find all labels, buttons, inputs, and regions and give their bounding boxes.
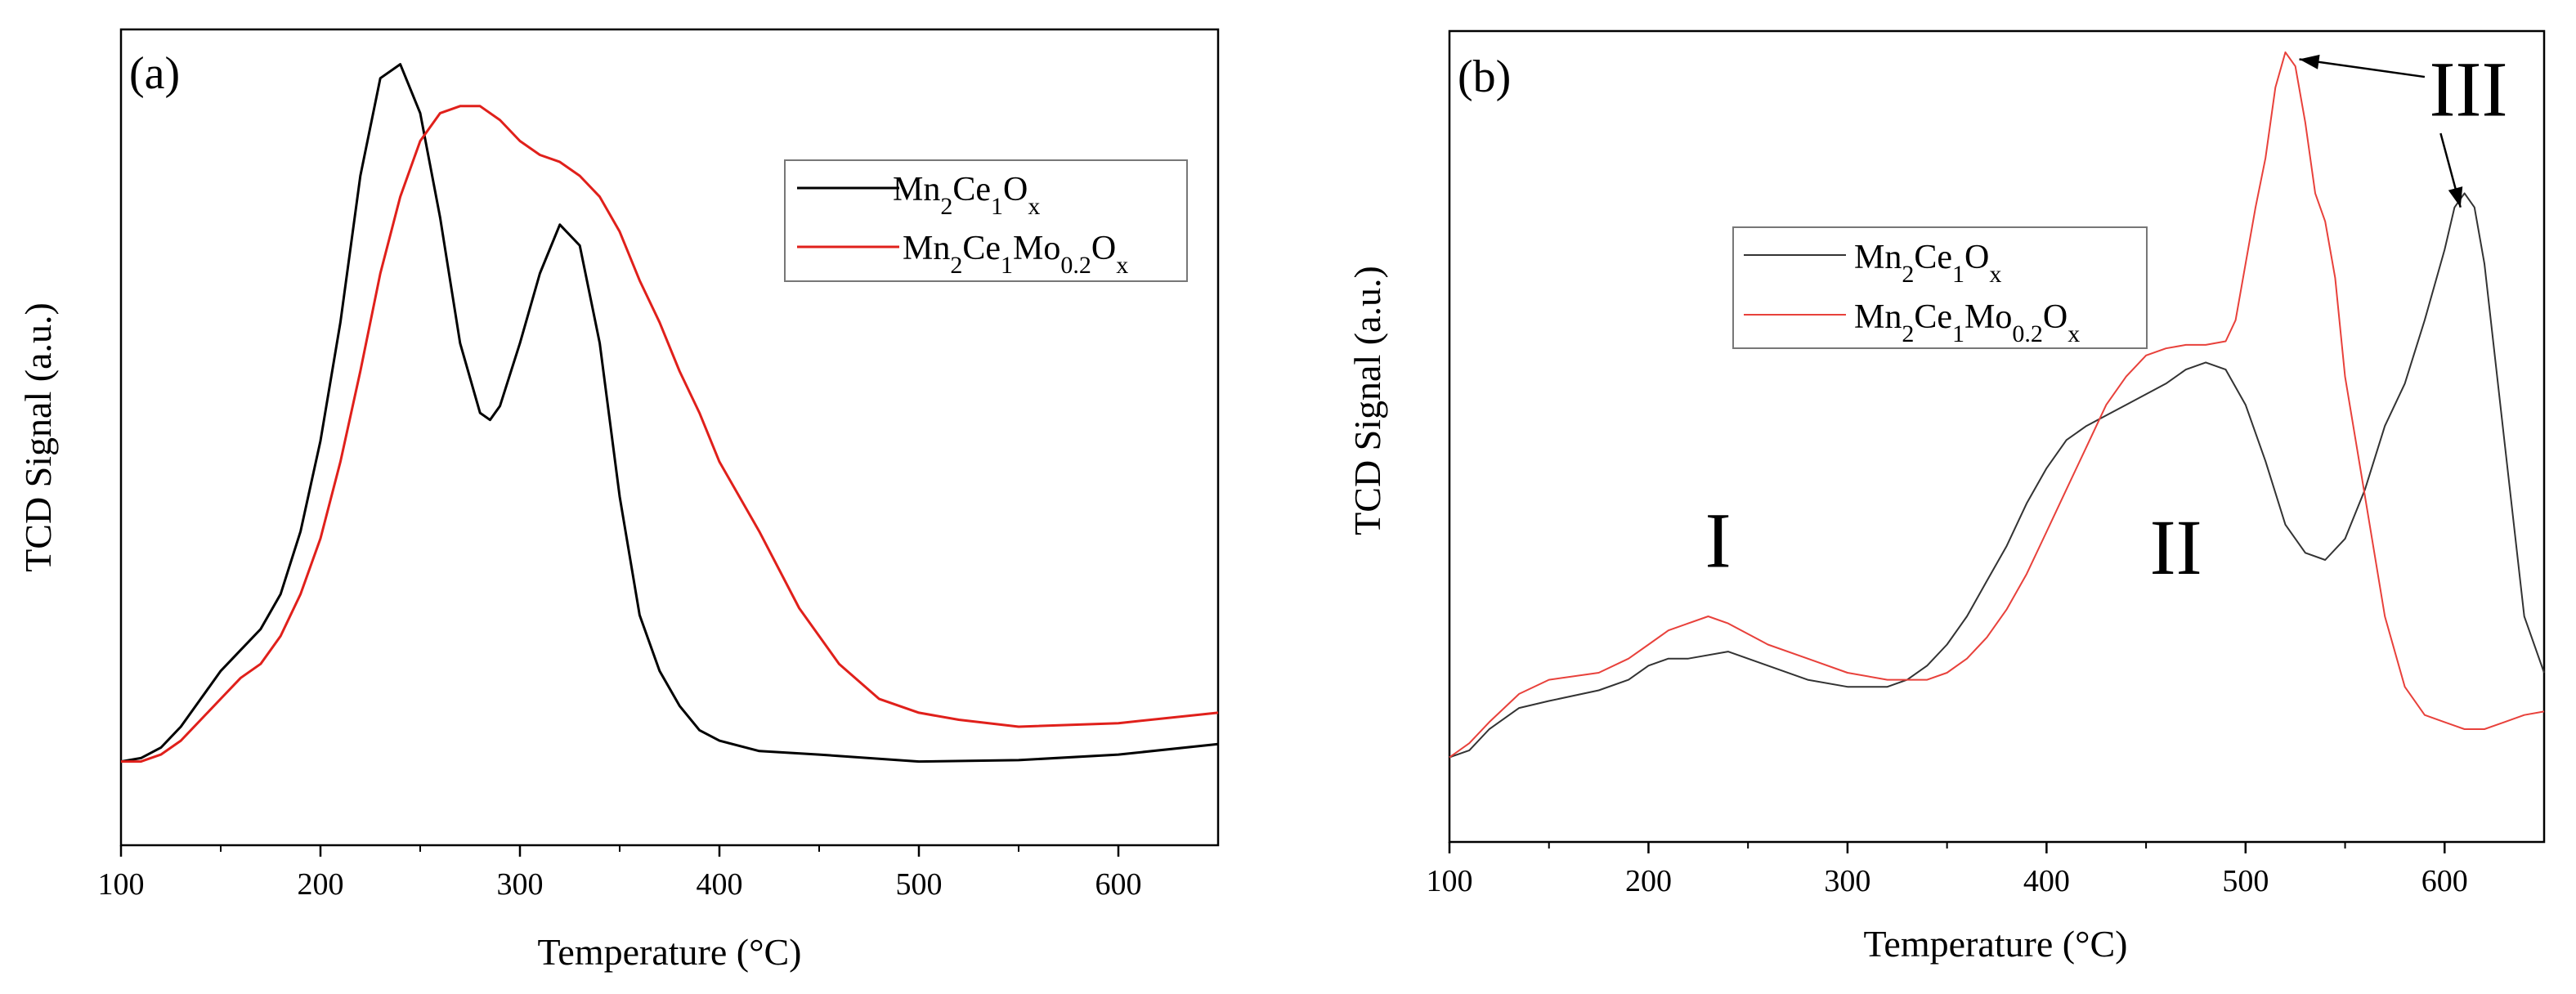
plot-frame-a [119, 28, 1220, 847]
series-lines-a [120, 63, 1219, 763]
annotation-b-1: II [2150, 504, 2202, 591]
series-line-a-0 [120, 63, 1219, 763]
series-line-a-1 [121, 105, 1219, 763]
y-axis-title-b: TCD Signal (a.u.) [1346, 266, 1388, 535]
legend-box-a [784, 159, 1188, 282]
x-tick-label-a-3: 400 [697, 867, 743, 902]
x-tick-label-b-2: 300 [1824, 864, 1870, 898]
x-tick-label-b-3: 400 [2023, 864, 2070, 898]
x-tick-label-a-0: 100 [98, 867, 145, 902]
arrow-line-b-0 [2299, 58, 2426, 78]
x-tick-label-b-4: 500 [2222, 864, 2269, 898]
panel-label-b: (b) [1458, 51, 1511, 102]
x-tick-label-a-4: 500 [896, 867, 943, 902]
legend-a: Mn2Ce1Ox Mn2Ce1Mo0.2Ox [784, 159, 1188, 282]
x-axis-ticks-a: 100 200 300 400 500 600 [98, 845, 1142, 902]
arrow-head-b-0 [2299, 54, 2320, 69]
panel-label-a: (a) [129, 48, 180, 99]
annotation-b-0: I [1705, 497, 1732, 584]
annotation-b-2: III [2430, 46, 2508, 133]
x-tick-label-b-1: 200 [1625, 864, 1672, 898]
x-tick-label-b-0: 100 [1427, 864, 1473, 898]
legend-label-a-0: Mn2Ce1Ox [893, 171, 1040, 220]
x-tick-label-a-2: 300 [497, 867, 544, 902]
legend-label-b-1: Mn2Ce1Mo0.2Ox [1854, 298, 2080, 347]
x-axis-title-a: Temperature (°C) [538, 931, 802, 973]
legend-label-a-1: Mn2Ce1Mo0.2Ox [903, 230, 1128, 279]
x-tick-label-a-1: 200 [298, 867, 344, 902]
x-axis-title-b: Temperature (°C) [1864, 923, 2128, 965]
legend-box-b [1732, 226, 2148, 349]
series-line-b-1 [1449, 51, 2545, 759]
x-axis-ticks-b: 100 200 300 400 500 600 [1427, 842, 2468, 898]
x-tick-label-a-5: 600 [1095, 867, 1142, 902]
annotation-arrows-b [2299, 54, 2463, 208]
series-lines-b [1449, 51, 2545, 759]
panel-a: 100 200 300 400 500 600 (a) Temperature (°C) … [17, 28, 1220, 973]
plot-frame-b [1448, 29, 2546, 844]
legend-b: Mn2Ce1Ox Mn2Ce1Mo0.2Ox [1732, 226, 2148, 349]
x-tick-label-b-5: 600 [2421, 864, 2468, 898]
y-axis-title-a: TCD Signal (a.u.) [17, 302, 59, 572]
legend-label-b-0: Mn2Ce1Ox [1854, 239, 2001, 288]
series-line-b-0 [1449, 192, 2545, 759]
arrow-head-b-1 [2448, 186, 2463, 208]
